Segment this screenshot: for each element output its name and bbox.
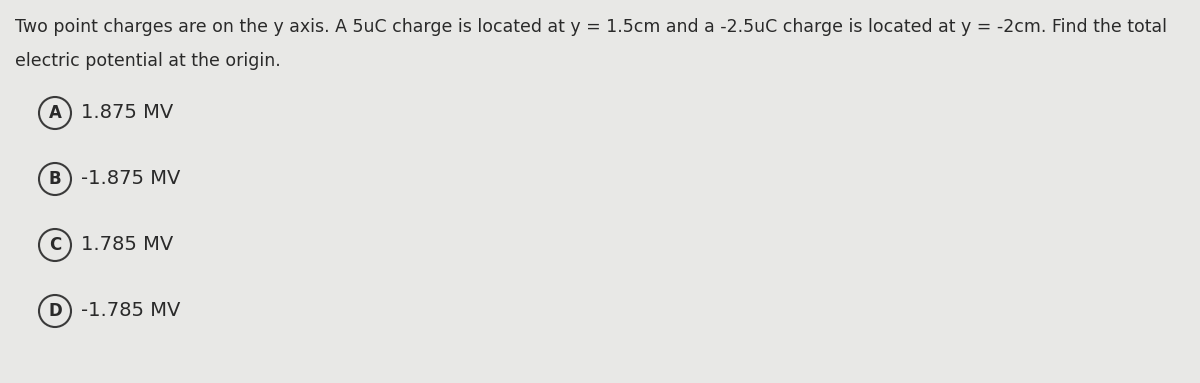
Text: 1.875 MV: 1.875 MV xyxy=(82,103,173,123)
Text: A: A xyxy=(48,104,61,122)
Text: C: C xyxy=(49,236,61,254)
Text: B: B xyxy=(49,170,61,188)
Text: -1.875 MV: -1.875 MV xyxy=(82,170,180,188)
Text: 1.785 MV: 1.785 MV xyxy=(82,236,173,254)
Text: D: D xyxy=(48,302,62,320)
Text: -1.785 MV: -1.785 MV xyxy=(82,301,180,321)
Text: Two point charges are on the y axis. A 5uC charge is located at y = 1.5cm and a : Two point charges are on the y axis. A 5… xyxy=(14,18,1166,36)
Text: electric potential at the origin.: electric potential at the origin. xyxy=(14,52,281,70)
